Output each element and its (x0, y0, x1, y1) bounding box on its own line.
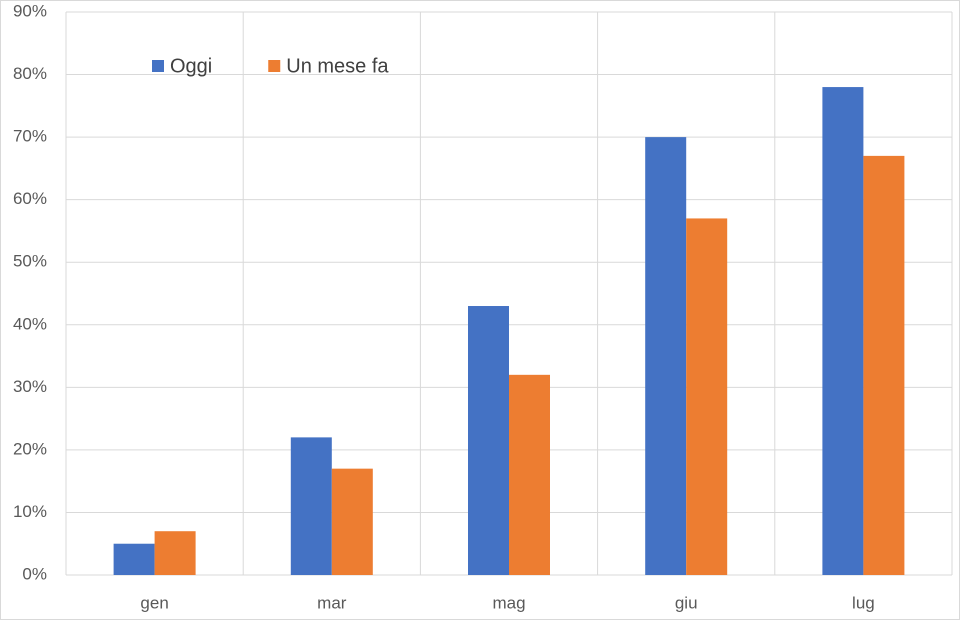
y-tick-label: 20% (13, 439, 47, 458)
bar (686, 218, 728, 575)
x-tick-label: mag (492, 593, 525, 612)
legend-swatch (268, 60, 281, 72)
legend: Oggi Un mese fa (152, 55, 389, 77)
y-tick-label: 30% (13, 377, 47, 396)
x-tick-label: gen (140, 593, 168, 612)
bar (822, 87, 864, 576)
bar (290, 437, 332, 575)
y-tick-label: 70% (13, 127, 47, 146)
bar (113, 543, 155, 575)
y-tick-label: 80% (13, 64, 47, 83)
y-tick-label: 40% (13, 314, 47, 333)
y-tick-label: 0% (22, 564, 47, 583)
bar (863, 155, 905, 575)
x-tick-label: lug (852, 593, 875, 612)
y-tick-label: 50% (13, 252, 47, 271)
x-tick-label: mar (317, 593, 347, 612)
y-tick-label: 10% (13, 502, 47, 521)
y-tick-label: 60% (13, 189, 47, 208)
legend-label: Un mese fa (286, 55, 389, 77)
bar (645, 137, 687, 575)
bar (331, 468, 373, 575)
bar (509, 374, 550, 575)
bar (154, 531, 196, 575)
y-tick-label: 90% (13, 1, 47, 20)
x-tick-label: giu (675, 593, 698, 612)
legend-swatch (152, 60, 164, 72)
legend-label: Oggi (170, 55, 212, 77)
bar (468, 306, 509, 575)
